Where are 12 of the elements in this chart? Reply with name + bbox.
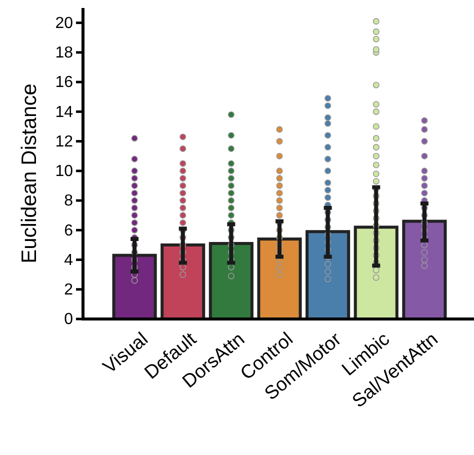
y-tick-label: 12 — [55, 133, 74, 150]
y-tick-label: 10 — [55, 163, 74, 180]
y-axis-title: Euclidean Distance — [18, 84, 41, 264]
y-tick-label: 6 — [64, 222, 74, 240]
y-tick-label: 14 — [55, 104, 74, 121]
y-tick-label: 4 — [64, 252, 74, 269]
y-tick-label: 0 — [64, 311, 74, 328]
y-tick-label: 8 — [64, 192, 74, 210]
y-tick-label: 2 — [64, 282, 74, 298]
y-tick-label: 18 — [55, 44, 74, 62]
y-tick-label: 16 — [55, 74, 74, 92]
y-tick-label: 20 — [55, 14, 74, 32]
